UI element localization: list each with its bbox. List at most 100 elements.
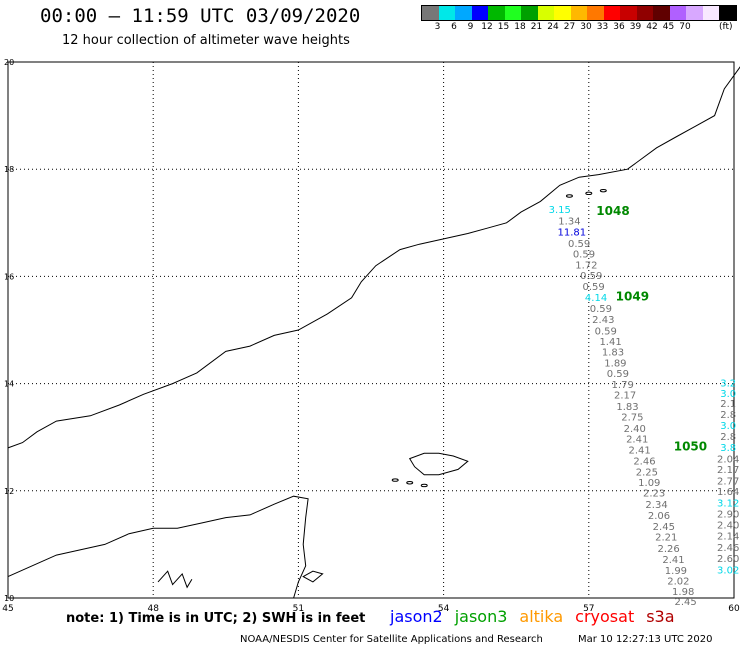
wave-height-value: 1.89 (604, 358, 626, 369)
color-swatch (438, 6, 455, 20)
wave-height-value: 1.34 (558, 216, 580, 227)
wave-height-value: 3.8 (720, 443, 736, 454)
color-scale-label: 3 (434, 22, 441, 32)
latitude-tick-label: 16 (4, 272, 14, 281)
wave-height-value: 3.2 (720, 378, 736, 389)
wave-height-value: 2.04 (717, 454, 739, 465)
color-swatch (653, 6, 670, 20)
color-scale-bar (421, 5, 737, 21)
color-scale-label: 30 (580, 22, 592, 32)
coastline-detail (157, 570, 193, 589)
wave-height-value: 2.26 (658, 544, 680, 555)
color-scale-label: 33 (596, 22, 609, 32)
color-swatch (504, 6, 521, 20)
color-swatch (719, 6, 736, 20)
wave-height-value: 1.09 (638, 478, 660, 489)
wave-height-value: 2.21 (655, 533, 677, 544)
color-scale-label: 15 (497, 22, 510, 32)
track-number-label: 1048 (596, 204, 629, 218)
small-island (585, 191, 593, 196)
color-scale-label: 6 (451, 22, 457, 32)
coastline-arabia (7, 66, 740, 449)
wave-height-value: 2.77 (717, 476, 739, 487)
wave-height-value: 0.59 (580, 271, 602, 282)
color-swatch (636, 6, 653, 20)
color-swatch (554, 6, 571, 20)
wave-height-value: 2.25 (636, 467, 658, 478)
longitude-tick-label: 57 (583, 604, 594, 614)
small-island (406, 481, 414, 485)
wave-height-value: 2.17 (717, 465, 739, 476)
wave-height-value: 2.46 (633, 457, 655, 468)
color-swatch (686, 6, 703, 20)
small-island (565, 194, 573, 198)
wave-height-value: 3.12 (717, 498, 739, 509)
wave-height-value: 2.1 (720, 399, 736, 410)
wave-height-value: 2.45 (674, 597, 696, 608)
wave-height-value: 2.40 (624, 424, 646, 435)
wave-height-value: 2.34 (645, 500, 667, 511)
wave-height-value: 2.23 (643, 489, 665, 500)
latitude-tick-label: 12 (4, 487, 14, 496)
wave-height-value: 1.79 (612, 380, 634, 391)
longitude-tick-label: 54 (438, 604, 450, 614)
wave-height-value: 0.59 (568, 239, 590, 250)
latitude-tick-label: 20 (4, 58, 14, 67)
wave-height-value: 0.59 (583, 282, 605, 293)
wave-height-value: 1.98 (672, 587, 694, 598)
wave-height-value: 2.41 (628, 445, 650, 456)
footer-credit: NOAA/NESDIS Center for Satellite Applica… (240, 634, 543, 645)
small-island (599, 188, 607, 193)
satellite-legend: jason2 jason3 altika cryosat s3a (390, 607, 687, 626)
color-swatch (603, 6, 620, 20)
wave-height-value: 3.0 (720, 421, 736, 432)
color-scale-label: 27 (563, 22, 576, 32)
color-scale-label: 42 (646, 22, 658, 32)
wave-height-value: 0.59 (573, 250, 595, 261)
wave-height-value: 3.15 (549, 205, 571, 216)
wave-height-value: 0.59 (595, 326, 617, 337)
wave-height-value: 2.02 (667, 577, 689, 588)
map-frame (7, 61, 735, 599)
color-swatch (570, 6, 587, 20)
track-number-label: 1049 (616, 290, 649, 304)
wave-height-value: 1.83 (616, 402, 638, 413)
color-swatch (587, 6, 604, 20)
satellite-legend-cryosat: cryosat (575, 607, 635, 626)
wave-height-value: 3.0 (720, 389, 736, 400)
wave-height-value: 1.99 (665, 566, 687, 577)
wave-height-value: 2.75 (621, 413, 643, 424)
map-title: 00:00 – 11:59 UTC 03/09/2020 (40, 5, 361, 27)
color-swatch (702, 6, 719, 20)
wave-height-value: 2.8 (720, 432, 736, 443)
wave-height-value: 11.81 (558, 228, 587, 239)
wave-height-value: 2.60 (717, 554, 739, 565)
footer-timestamp: Mar 10 12:27:13 UTC 2020 (578, 634, 713, 645)
satellite-legend-jason3: jason3 (454, 607, 508, 626)
wave-height-value: 2.43 (592, 315, 614, 326)
color-scale-label: 70 (679, 22, 691, 32)
wave-height-value: 2.45 (653, 522, 675, 533)
wave-height-value: 1.41 (599, 337, 621, 348)
color-swatch (488, 6, 505, 20)
track-number-label: 1050 (674, 440, 707, 454)
coastline-cape (302, 570, 324, 583)
longitude-tick-label: 51 (293, 604, 304, 614)
color-swatch (620, 6, 637, 20)
latitude-tick-label: 18 (4, 165, 14, 174)
latitude-tick-label: 10 (4, 594, 14, 603)
color-scale-label: 12 (481, 22, 493, 32)
color-scale-label: 21 (530, 22, 543, 32)
wave-height-value: 0.59 (607, 369, 629, 380)
color-scale-label: 45 (662, 22, 675, 32)
satellite-legend-s3a: s3a (646, 607, 675, 626)
wave-height-value: 1.64 (717, 487, 739, 498)
wave-height-value: 2.8 (720, 410, 736, 421)
color-scale-label: 24 (547, 22, 559, 32)
satellite-legend-jason2: jason2 (390, 607, 443, 626)
satellite-legend-altika: altika (519, 607, 564, 626)
wave-height-value: 2.14 (717, 532, 739, 543)
color-swatch (422, 6, 439, 20)
color-swatch (669, 6, 686, 20)
